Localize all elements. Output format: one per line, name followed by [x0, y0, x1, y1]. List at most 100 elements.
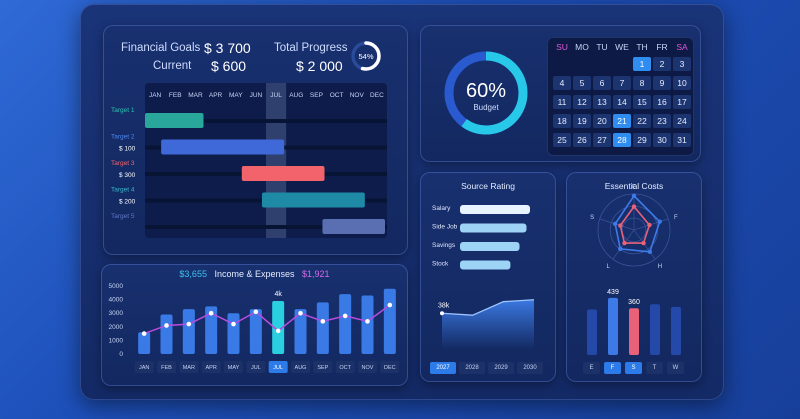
sr-year-tab[interactable]: 2027 — [430, 362, 456, 374]
current-value: $ 600 — [211, 58, 247, 74]
calendar-day[interactable]: 6 — [593, 76, 611, 90]
gantt-target-amount: $ 200 — [119, 199, 136, 206]
calendar-day[interactable]: 21 — [613, 114, 631, 128]
calendar-day[interactable]: 25 — [553, 133, 571, 147]
calendar-day[interactable]: 20 — [593, 114, 611, 128]
calendar-day[interactable]: 8 — [633, 76, 651, 90]
ec-radar-point — [618, 246, 623, 252]
financial-goals-value: $ 3 700 — [204, 40, 251, 56]
ie-month-label: SEP — [317, 365, 328, 371]
sr-point — [440, 311, 444, 316]
gantt-bar — [241, 166, 325, 181]
budget-donut: 60% Budget — [444, 51, 528, 135]
ie-month-tab — [268, 361, 288, 373]
ec-bar — [608, 297, 618, 355]
calendar-day[interactable]: 14 — [613, 95, 631, 109]
ie-month-tab — [157, 361, 176, 373]
calendar-day[interactable]: 31 — [673, 133, 691, 147]
ie-month-tab — [335, 361, 355, 373]
gantt-chart: JAN FEB MAR APR MAY JUN JUL AUG SEP OCT NOV DEC Targ… — [111, 81, 391, 241]
calendar-day[interactable]: 30 — [653, 133, 671, 147]
income-value: $3,655 — [179, 269, 207, 279]
ec-tab[interactable]: W — [667, 362, 684, 374]
calendar-day[interactable]: 9 — [653, 76, 671, 90]
calendar-day[interactable]: 26 — [573, 133, 591, 147]
sr-source-label: Savings — [432, 242, 456, 249]
gantt-bar — [322, 219, 385, 234]
sr-year-tab[interactable]: 2028 — [459, 362, 485, 374]
gantt-month-label: JUL — [270, 92, 282, 99]
ie-month-tab — [380, 361, 400, 373]
ec-tab[interactable]: F — [604, 362, 621, 374]
calendar-day[interactable]: 4 — [553, 76, 571, 90]
calendar-day[interactable]: 2 — [653, 57, 671, 71]
ec-tab[interactable]: T — [646, 362, 663, 374]
ec-radar-axis-label: F — [674, 215, 678, 221]
ie-expense-point — [141, 331, 147, 336]
ie-month-label: DEC — [384, 365, 396, 371]
ie-income-bar — [361, 295, 374, 354]
calendar-day[interactable]: 16 — [653, 95, 671, 109]
gantt-target-label: Target 4 — [111, 187, 135, 194]
ec-radar-point — [647, 222, 652, 228]
sr-source-label: Stock — [432, 261, 449, 268]
essential-costs-chart: E F H L S 439 360 — [587, 185, 681, 355]
ec-radar-series — [619, 205, 651, 244]
gantt-target-label: Target 5 — [111, 213, 135, 220]
calendar-weekday: WE — [615, 42, 629, 52]
calendar-day[interactable]: 29 — [633, 133, 651, 147]
calendar-day[interactable]: 5 — [573, 76, 591, 90]
ec-tab[interactable]: E — [583, 362, 600, 374]
budget-percent: 60% — [466, 80, 506, 102]
calendar-day[interactable]: 10 — [673, 76, 691, 90]
ie-y-tick: 0 — [119, 351, 123, 358]
ec-tab[interactable]: S — [625, 362, 642, 374]
ie-month-tab — [179, 361, 199, 373]
budget-label: Budget — [473, 103, 499, 112]
gantt-track — [145, 225, 387, 229]
calendar-day[interactable]: 23 — [653, 114, 671, 128]
ec-radar-point — [631, 193, 637, 198]
ie-y-tick: 5000 — [109, 283, 124, 290]
calendar-day[interactable]: 22 — [633, 114, 651, 128]
sr-point-label: 38k — [438, 302, 450, 309]
calendar-day[interactable]: 11 — [553, 95, 571, 109]
calendar-day[interactable]: 24 — [673, 114, 691, 128]
ie-income-bar — [316, 302, 329, 354]
ie-y-tick: 4000 — [109, 297, 124, 304]
ie-month-label: MAR — [183, 365, 195, 371]
ie-expense-point — [342, 313, 348, 319]
gantt-bar — [261, 192, 365, 208]
gantt-highlight-col — [266, 83, 287, 238]
ie-month-label: JAN — [139, 365, 149, 371]
sr-year-tab[interactable]: 2029 — [488, 362, 514, 374]
sr-year-tab[interactable]: 2030 — [517, 362, 543, 374]
gantt-bar — [145, 113, 204, 128]
calendar-day[interactable]: 27 — [593, 133, 611, 147]
calendar-day[interactable]: 19 — [573, 114, 591, 128]
calendar-day[interactable]: 13 — [593, 95, 611, 109]
calendar-day[interactable]: 28 — [613, 133, 631, 147]
calendar-day[interactable]: 3 — [673, 57, 691, 71]
source-rating-chart: Salary Side Job Savings Stock 38k — [432, 205, 535, 350]
ie-month-label: JUL — [273, 365, 283, 371]
ec-radar-point — [612, 221, 618, 227]
gantt-month-label: AUG — [289, 92, 303, 99]
calendar-day[interactable]: 7 — [613, 76, 631, 90]
calendar-day[interactable]: 18 — [553, 114, 571, 128]
progress-percent: 54% — [358, 52, 373, 61]
ec-radar-axis-label: L — [606, 264, 610, 270]
gantt-target-amount: $ 100 — [119, 146, 136, 153]
calendar-day[interactable]: 15 — [633, 95, 651, 109]
calendar-day[interactable]: 17 — [673, 95, 691, 109]
calendar-day[interactable]: 12 — [573, 95, 591, 109]
ie-y-tick: 2000 — [109, 324, 124, 331]
ec-bar-label: 439 — [607, 289, 619, 296]
calendar-day[interactable]: 1 — [633, 57, 651, 71]
gantt-month-label: OCT — [330, 92, 344, 99]
ec-bar — [629, 308, 639, 355]
ie-highlight-label: 4k — [274, 291, 282, 298]
ec-radar-point — [622, 240, 627, 246]
ie-income-bar — [227, 313, 240, 354]
